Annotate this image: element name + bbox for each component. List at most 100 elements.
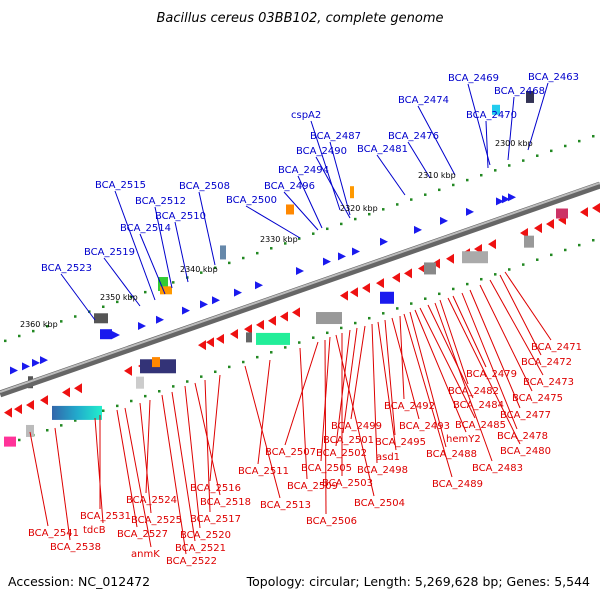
minus-feature-block	[4, 436, 16, 447]
tick-dot	[60, 320, 63, 323]
tick-dot	[438, 292, 441, 296]
label-leader-lines	[29, 82, 552, 555]
gene-label-minus: BCA_2522	[166, 556, 217, 567]
leader-line-plus	[376, 154, 406, 196]
gene-label-plus: BCA_2523	[41, 263, 92, 274]
tick-dot	[368, 212, 371, 216]
tick-dot	[550, 253, 553, 257]
plus-arrow	[22, 362, 30, 371]
minus-arrow	[580, 207, 588, 218]
gene-label-minus: BCA_2498	[357, 465, 408, 476]
leader-line-minus	[94, 417, 104, 524]
gene-label-minus: BCA_2482	[448, 386, 499, 397]
leader-line-minus	[350, 325, 366, 420]
tick-dot	[494, 169, 497, 172]
plus-arrow	[496, 197, 504, 206]
plus-feature-block	[492, 104, 500, 115]
tick-dot	[130, 399, 133, 403]
tick-dot	[256, 251, 259, 255]
tick-dot	[508, 164, 511, 167]
tick-dot	[536, 258, 539, 261]
gene-label-minus: BCA_2483	[472, 463, 523, 474]
leader-line-minus	[434, 302, 493, 462]
gene-label-minus: BCA_2506	[306, 516, 357, 527]
tick-dot	[494, 273, 497, 276]
leader-line-plus	[174, 221, 189, 283]
minus-arrow	[546, 218, 554, 229]
leader-line-minus	[427, 304, 474, 399]
kbp-tick-label: 2340 kbp	[180, 265, 218, 274]
minus-arrow	[488, 239, 496, 250]
gene-label-minus: BCA_2505	[301, 463, 352, 474]
gene-label-minus: BCA_2480	[500, 446, 551, 457]
gene-label-plus: BCA_2510	[155, 211, 206, 222]
leader-line-plus	[329, 141, 351, 216]
tick-dot	[354, 217, 357, 221]
leader-line-minus	[335, 334, 375, 497]
minus-arrow	[244, 324, 252, 335]
kbp-tick-label: 2360 kbp	[20, 320, 58, 329]
leader-line-plus	[154, 206, 173, 289]
plus-feature-block	[286, 204, 294, 215]
leader-line-minus	[469, 289, 521, 409]
plus-arrow	[32, 358, 40, 367]
minus-arrow	[216, 333, 224, 344]
tick-dot	[396, 203, 399, 206]
tick-dot	[522, 159, 525, 162]
tick-dot	[536, 154, 539, 157]
minus-feature-block	[380, 291, 394, 304]
gene-label-plus: BCA_2515	[95, 180, 146, 191]
leader-line-minus	[409, 311, 447, 448]
tick-dot	[256, 355, 259, 359]
tick-dot	[228, 365, 231, 369]
minus-feature-block	[152, 357, 160, 368]
gene-label-plus: BCA_2514	[120, 223, 171, 234]
minus-arrow	[198, 340, 206, 351]
gene-label-minus: BCA_2531	[80, 511, 131, 522]
gene-label-minus: BCA_2485	[455, 420, 506, 431]
leader-line-minus	[244, 365, 281, 499]
tick-dot	[4, 339, 7, 343]
gene-label-minus: BCA_2484	[453, 400, 504, 411]
leader-line-minus	[145, 399, 151, 494]
tick-dot	[186, 380, 189, 383]
plus-arrow	[380, 237, 388, 246]
tick-dot	[60, 424, 63, 427]
kbp-tick-label: 2310 kbp	[418, 171, 456, 180]
leader-line-minus	[124, 407, 152, 548]
gene-label-minus: BCA_2489	[432, 479, 483, 490]
leader-line-minus	[452, 295, 487, 368]
leader-line-minus	[384, 319, 396, 436]
leader-line-minus	[204, 379, 211, 513]
tick-dot	[564, 144, 567, 148]
gene-label-minus: BCA_2472	[521, 357, 572, 368]
leader-line-minus	[377, 321, 397, 451]
plus-arrow	[414, 225, 422, 234]
minus-strand-features	[4, 202, 600, 447]
leader-line-minus	[461, 292, 518, 430]
tick-dot	[298, 237, 301, 240]
gene-label-minus: BCA_2513	[260, 500, 311, 511]
kbp-tick-label: 2350 kbp	[100, 293, 138, 302]
tick-dot	[144, 394, 147, 398]
plus-arrow	[138, 321, 146, 330]
leader-line-plus	[297, 175, 323, 229]
gene-label-minus: BCA_2518	[200, 497, 251, 508]
gene-label-minus: BCA_2504	[354, 498, 405, 509]
tick-dot	[228, 261, 231, 265]
leader-line-minus	[414, 309, 467, 433]
minus-arrow	[292, 307, 300, 318]
leader-line-minus	[499, 274, 542, 356]
tick-dot	[158, 390, 161, 393]
leader-line-minus	[391, 317, 420, 420]
gene-label-minus: BCA_2471	[531, 342, 582, 353]
gene-label-minus: anmK	[131, 549, 160, 560]
minus-arrow	[340, 290, 348, 301]
tick-dot	[410, 198, 413, 201]
tick-dot	[396, 307, 399, 310]
genome-backbone-highlight	[0, 182, 600, 393]
minus-feature-block	[256, 332, 290, 345]
leader-line-minus	[171, 391, 196, 542]
minus-arrow	[268, 315, 276, 326]
plus-feature-block	[220, 245, 226, 260]
